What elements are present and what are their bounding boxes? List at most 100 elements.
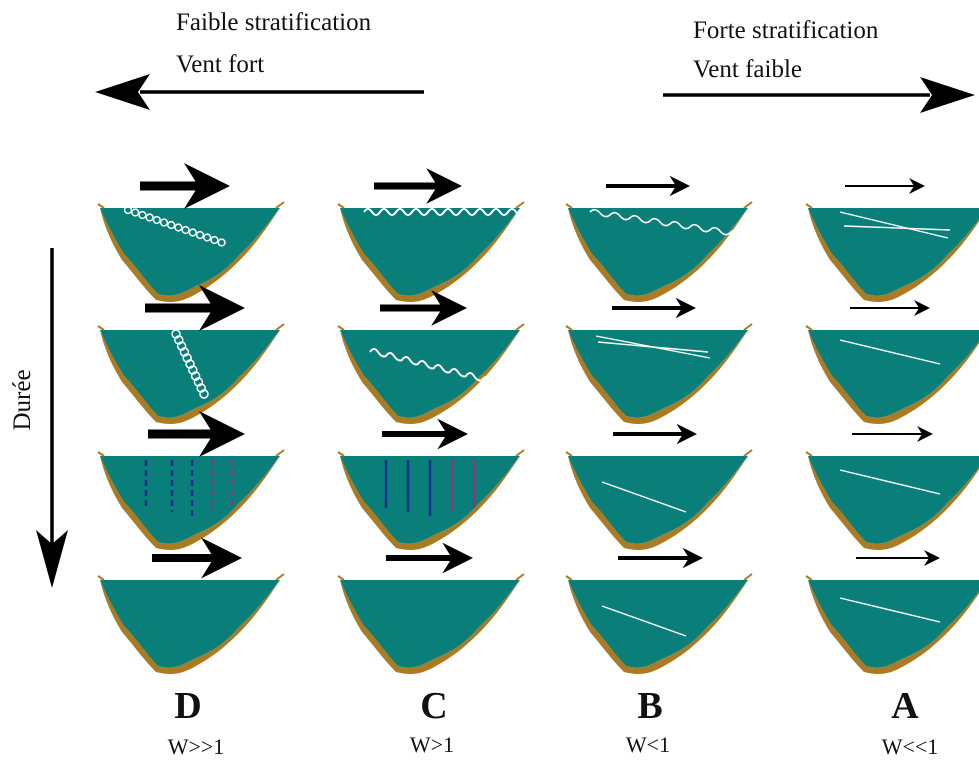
wind-arrow-head — [914, 300, 930, 316]
basin-rim — [275, 449, 285, 457]
wind-arrow-a-2 — [850, 300, 930, 316]
thermocline-line — [839, 339, 941, 365]
header-right-line2: Vent faible — [693, 56, 802, 83]
basin-b-4 — [565, 573, 753, 674]
wind-arrow-d-3 — [148, 410, 245, 458]
wind-arrow-head — [669, 175, 690, 197]
basin-c-2 — [337, 323, 525, 424]
basin-rim — [743, 323, 753, 331]
column-letter-a: A — [891, 685, 919, 727]
basin-b-3 — [565, 449, 753, 550]
wind-arrow-a-1 — [845, 178, 925, 194]
thermocline-line — [601, 605, 687, 637]
basin-rim — [337, 575, 345, 581]
mixing-eddy — [145, 213, 154, 222]
basin-water — [568, 330, 748, 418]
wind-arrow-head — [183, 162, 230, 210]
basin-d-1 — [97, 201, 285, 302]
basin-rim — [515, 323, 525, 331]
basin-d-4 — [97, 573, 285, 674]
mixing-eddy — [217, 238, 226, 247]
mixing-eddy — [210, 235, 219, 245]
basin-b-2 — [565, 323, 753, 424]
wind-arrow-head — [924, 550, 940, 566]
mixing-eddy — [199, 389, 209, 399]
wind-arrow-head — [437, 418, 468, 450]
wind-arrow-d-2 — [145, 284, 245, 332]
column-w-a: W<<1 — [882, 734, 939, 759]
basin-rim — [805, 575, 813, 581]
header-left-line1: Faible stratification — [176, 9, 372, 36]
basin-rim — [337, 325, 345, 331]
mixing-eddy — [203, 233, 212, 242]
basin-rim — [275, 573, 285, 581]
wind-arrow-head — [682, 547, 703, 569]
basin-rim — [337, 451, 345, 457]
basin-water — [568, 456, 748, 544]
wind-arrow-d-4 — [152, 537, 242, 579]
wind-arrow-a-4 — [856, 550, 940, 566]
wind-arrow-b-1 — [606, 175, 690, 197]
basin-c-4 — [337, 573, 525, 674]
basin-rim — [565, 451, 573, 457]
basin-water — [568, 208, 748, 296]
basin-rim — [97, 203, 105, 209]
thermocline-line — [601, 481, 687, 513]
basin-rim — [337, 203, 345, 209]
thermocline-line — [843, 225, 951, 231]
wind-arrow-a-3 — [852, 426, 933, 442]
mixing-eddy — [174, 223, 183, 232]
basin-a-3 — [805, 451, 979, 550]
basin-c-1 — [337, 201, 525, 302]
basin-water — [568, 580, 748, 668]
thermocline-line — [839, 597, 941, 623]
basin-rim — [743, 449, 753, 457]
basin-d-3 — [97, 449, 285, 550]
wind-arrow-head — [201, 537, 242, 579]
basin-rim — [805, 451, 813, 457]
column-w-b: W<1 — [626, 732, 670, 757]
thermocline-line — [597, 341, 709, 353]
wind-arrow-c-4 — [386, 542, 473, 574]
column-w-d: W>>1 — [168, 734, 225, 759]
left-arrow — [95, 74, 424, 110]
internal-wave — [369, 348, 499, 386]
basin-rim — [565, 575, 573, 581]
wind-arrow-head — [198, 410, 245, 458]
column-w-c: W>1 — [410, 732, 454, 757]
wind-arrow-c-1 — [374, 168, 462, 204]
basin-rim — [515, 201, 525, 209]
header-left-line2: Vent fort — [176, 51, 264, 78]
basin-water — [100, 580, 280, 668]
basin-rim — [805, 325, 813, 331]
right-arrow — [663, 77, 975, 113]
basin-a-1 — [805, 203, 979, 302]
wind-arrow-head — [917, 426, 933, 442]
basin-d-2 — [97, 323, 285, 424]
mixing-eddy — [159, 218, 169, 227]
internal-wave — [589, 208, 771, 242]
mixing-eddy — [195, 230, 205, 240]
column-letter-d: D — [174, 685, 201, 727]
basin-rim — [743, 201, 753, 209]
wind-arrow-b-3 — [613, 423, 697, 445]
basin-rim — [743, 573, 753, 581]
wind-arrow-c-2 — [380, 290, 467, 326]
basin-grid — [97, 162, 979, 674]
basin-rim — [275, 201, 285, 209]
internal-wave — [363, 208, 525, 216]
thermocline-line — [839, 469, 941, 495]
column-letter-c: C — [420, 685, 447, 727]
wind-arrow-b-4 — [618, 547, 703, 569]
mixing-eddy — [131, 208, 140, 217]
basin-water — [100, 208, 280, 296]
basin-a-4 — [805, 575, 979, 674]
wind-arrow-d-1 — [140, 162, 230, 210]
basin-rim — [805, 203, 813, 209]
basin-b-1 — [565, 201, 771, 302]
mixing-eddy — [123, 205, 133, 215]
wind-arrow-head — [675, 297, 696, 319]
basin-water — [100, 456, 280, 544]
basin-a-2 — [805, 325, 979, 424]
